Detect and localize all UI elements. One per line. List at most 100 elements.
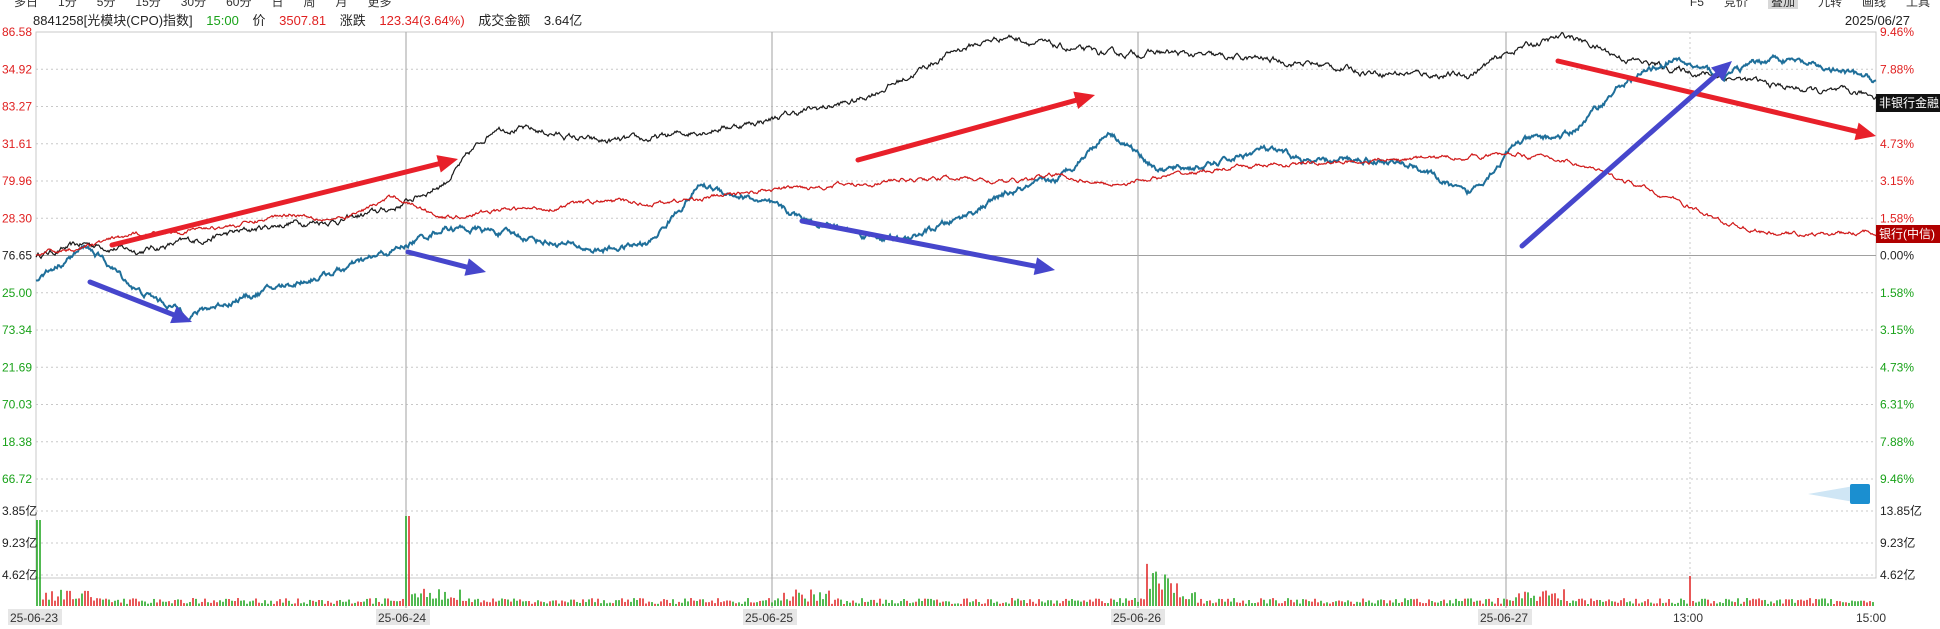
volume-axis-label: 4.62亿 bbox=[2, 567, 37, 582]
tool-item-0[interactable]: F5 bbox=[1689, 0, 1704, 9]
period-list: 多日 1分 5分 15分 30分 60分 日 周 月 更多 bbox=[14, 0, 412, 8]
arrow-red-2 bbox=[855, 91, 1095, 163]
left-axis-label: 21.69 bbox=[2, 360, 32, 374]
right-axis-label: 3.15% bbox=[1880, 323, 1914, 337]
volume-axis-label-right: 13.85亿 bbox=[1880, 503, 1922, 518]
arrow-head bbox=[170, 306, 192, 324]
change-label: 涨跌 bbox=[339, 13, 366, 28]
tool-item-5[interactable]: 工具 bbox=[1905, 0, 1930, 9]
left-axis-label: 31.61 bbox=[2, 137, 32, 151]
series-tag-text: 银行(中信) bbox=[1879, 226, 1935, 241]
arrow-head bbox=[1033, 257, 1055, 276]
right-axis-label: 3.15% bbox=[1880, 174, 1914, 188]
quote-info-bar: 8841258[光模块(CPO)指数] 15:00 价 3507.81 涨跌 1… bbox=[33, 13, 592, 29]
right-axis-label: 6.31% bbox=[1880, 398, 1914, 412]
left-axis-label: 28.30 bbox=[2, 211, 32, 225]
tool-item-2[interactable]: 叠加 bbox=[1767, 0, 1798, 9]
x-axis-label: 25-06-24 bbox=[378, 611, 426, 625]
quote-time: 15:00 bbox=[206, 13, 239, 28]
arrow-blue-4 bbox=[1519, 61, 1732, 249]
x-axis-label-group: 25-06-23 bbox=[8, 609, 62, 625]
x-axis-label-bg bbox=[743, 609, 797, 625]
arrow-head bbox=[436, 155, 458, 173]
series-line-0 bbox=[35, 31, 1877, 260]
x-axis-label: 25-06-27 bbox=[1480, 611, 1528, 625]
amount-label: 成交金额 bbox=[478, 13, 531, 28]
series-tag-nonbank: 非银行金融 bbox=[1876, 94, 1940, 112]
x-axis-label-bg bbox=[1111, 609, 1165, 625]
left-axis-label: 76.65 bbox=[2, 249, 32, 263]
left-axis-label: 86.58 bbox=[2, 25, 32, 39]
right-axis-label: 1.58% bbox=[1880, 211, 1914, 225]
price-value: 3507.81 bbox=[279, 13, 327, 28]
arrow-red-1 bbox=[109, 155, 458, 248]
period-toolbar: 多日 1分 5分 15分 30分 60分 日 周 月 更多 F5 竞价 叠加 九转 画线 工具 bbox=[0, 0, 1940, 11]
right-axis-label: 9.46% bbox=[1880, 472, 1914, 486]
volume-axis-label-right: 9.23亿 bbox=[1880, 535, 1915, 550]
series-line-1 bbox=[35, 53, 1877, 323]
left-axis-label: 25.00 bbox=[2, 286, 32, 300]
series-line-2 bbox=[35, 151, 1877, 257]
widget-square bbox=[1850, 484, 1870, 504]
volume-axis-label: 9.23亿 bbox=[2, 535, 37, 550]
x-axis-label-group: 25-06-24 bbox=[376, 609, 430, 625]
arrow-shaft bbox=[1519, 71, 1720, 249]
arrow-blue-1 bbox=[87, 279, 192, 324]
x-axis-label-bg bbox=[1478, 609, 1532, 625]
arrow-blue-2 bbox=[405, 249, 486, 276]
tool-list: F5 竞价 叠加 九转 画线 工具 bbox=[1670, 0, 1930, 9]
arrow-head bbox=[1711, 61, 1732, 81]
left-axis-label: 73.34 bbox=[2, 323, 32, 337]
x-axis-label: 25-06-26 bbox=[1113, 611, 1161, 625]
right-axis-label: 4.73% bbox=[1880, 360, 1914, 374]
arrow-shaft bbox=[405, 249, 470, 270]
tool-item-4[interactable]: 画线 bbox=[1861, 0, 1886, 9]
x-axis-label: 25-06-23 bbox=[10, 611, 58, 625]
tool-item-3[interactable]: 九转 bbox=[1817, 0, 1842, 9]
arrow-head bbox=[1073, 91, 1095, 109]
x-axis-label: 15:00 bbox=[1856, 611, 1886, 625]
change-value: 123.34(3.64%) bbox=[379, 13, 465, 28]
x-axis-label-group: 13:00 bbox=[1673, 611, 1703, 625]
period-tab-2[interactable]: 5分 bbox=[96, 0, 116, 9]
volume-axis-label: 3.85亿 bbox=[2, 503, 37, 518]
price-label: 价 bbox=[252, 13, 266, 28]
arrow-shaft bbox=[87, 279, 176, 318]
arrow-shaft bbox=[109, 161, 442, 248]
left-axis-label: 34.92 bbox=[2, 62, 32, 76]
period-tab-4[interactable]: 30分 bbox=[180, 0, 207, 9]
left-axis-label: 66.72 bbox=[2, 472, 32, 486]
right-axis-label: 0.00% bbox=[1880, 249, 1914, 263]
tool-item-1[interactable]: 竞价 bbox=[1723, 0, 1748, 9]
right-axis-label: 1.58% bbox=[1880, 286, 1914, 300]
volume-axis-label-right: 4.62亿 bbox=[1880, 567, 1915, 582]
x-axis-label-group: 15:00 bbox=[1856, 611, 1886, 625]
period-tab-5[interactable]: 60分 bbox=[226, 0, 252, 9]
x-axis-label-bg bbox=[8, 609, 62, 625]
period-tab-3[interactable]: 15分 bbox=[135, 0, 161, 9]
x-axis-label-group: 25-06-27 bbox=[1478, 609, 1532, 625]
right-axis-label: 7.88% bbox=[1880, 62, 1914, 76]
series-tag-text: 非银行金融 bbox=[1879, 95, 1939, 110]
period-tab-6[interactable]: 日 bbox=[271, 0, 284, 9]
period-tab-8[interactable]: 月 bbox=[335, 0, 348, 9]
period-tab-7[interactable]: 周 bbox=[303, 0, 316, 9]
x-axis-label-group: 25-06-25 bbox=[743, 609, 797, 625]
left-axis-label: 70.03 bbox=[2, 398, 32, 412]
arrow-shaft bbox=[1555, 58, 1860, 134]
floating-widget-icon bbox=[1808, 484, 1870, 504]
arrow-blue-3 bbox=[799, 218, 1055, 276]
index-code-name: 8841258[光模块(CPO)指数] bbox=[33, 13, 193, 28]
x-axis-label: 25-06-25 bbox=[745, 611, 793, 625]
period-tab-9[interactable]: 更多 bbox=[367, 0, 392, 9]
left-axis-label: 83.27 bbox=[2, 100, 32, 114]
right-axis-label: 9.46% bbox=[1880, 25, 1914, 39]
right-axis-label: 4.73% bbox=[1880, 137, 1914, 151]
arrow-head bbox=[464, 258, 486, 276]
series-tag-bank: 银行(中信) bbox=[1876, 225, 1940, 243]
period-tab-1[interactable]: 1分 bbox=[58, 0, 77, 9]
period-tab-0[interactable]: 多日 bbox=[14, 0, 39, 9]
arrow-red-3 bbox=[1555, 58, 1876, 141]
series-tag-bg bbox=[1876, 94, 1940, 112]
